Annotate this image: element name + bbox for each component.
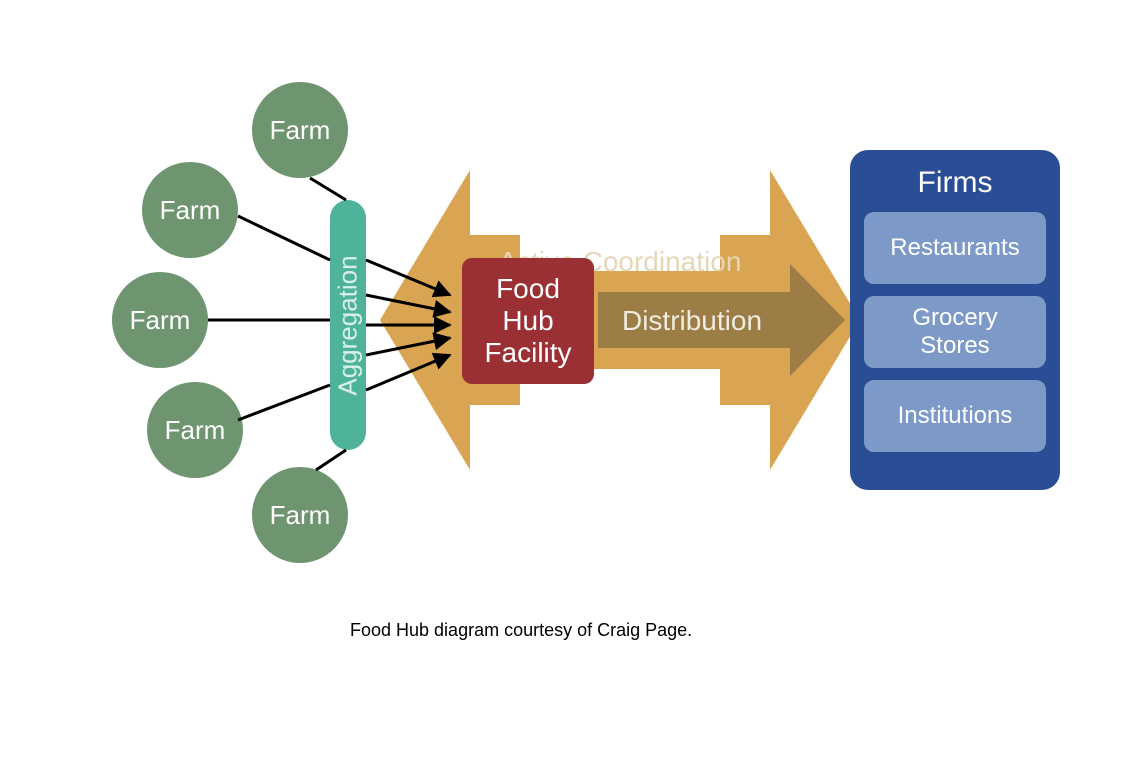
firm-item-label: Restaurants <box>890 234 1019 262</box>
firm-item-label: Institutions <box>898 402 1013 430</box>
distribution-label: Distribution <box>622 305 762 336</box>
firm-item-label: Grocery Stores <box>912 304 997 359</box>
firm-item: Grocery Stores <box>864 296 1046 368</box>
firms-title: Firms <box>864 166 1046 200</box>
firm-item: Restaurants <box>864 212 1046 284</box>
firms-panel: Firms Restaurants Grocery Stores Instituti… <box>850 150 1060 490</box>
firm-item: Institutions <box>864 380 1046 452</box>
caption-text: Food Hub diagram courtesy of Craig Page. <box>350 620 692 641</box>
